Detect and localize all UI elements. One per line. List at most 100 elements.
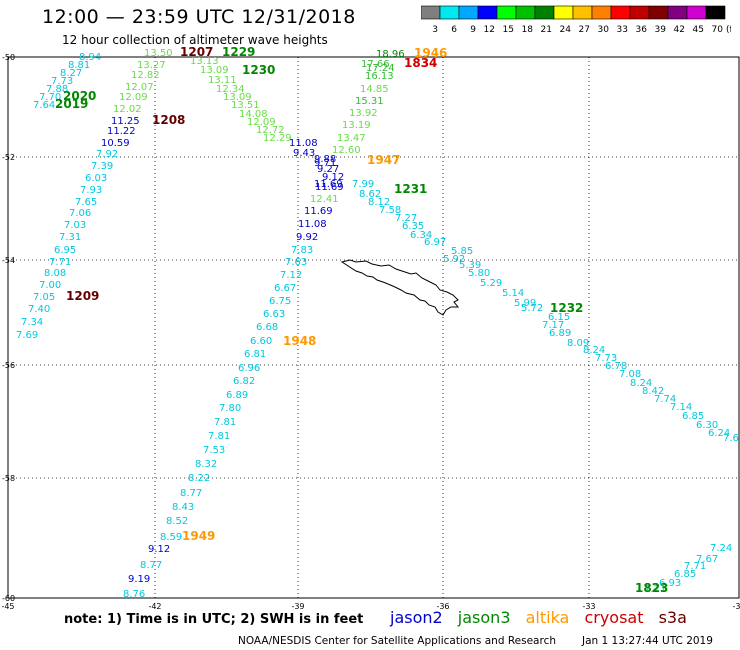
lon-tick-label: -45 — [1, 602, 14, 610]
wave-height-label: 7.00 — [39, 280, 61, 291]
time-label: 1948 — [283, 334, 316, 348]
time-label: 1834 — [404, 56, 437, 70]
wave-height-label: 7.63 — [285, 257, 307, 268]
wave-height-label: 11.69 — [314, 179, 343, 190]
scale-label: 24 — [560, 25, 572, 35]
wave-height-label: 6.15 — [548, 312, 570, 323]
wave-height-label: 8.24 — [630, 378, 652, 389]
wave-height-label: 7.31 — [59, 232, 81, 243]
lat-tick-label: -54 — [2, 256, 15, 265]
footer-note: note: 1) Time is in UTC; 2) SWH is in fe… — [64, 612, 364, 627]
scale-label: 9 — [470, 25, 476, 35]
wave-height-label: 5.29 — [480, 278, 502, 289]
legend-jason3: jason3 — [457, 608, 511, 627]
scale-swatch-70 — [705, 5, 726, 20]
wave-height-label: 7.08 — [619, 369, 641, 380]
wave-height-label: 13.92 — [349, 108, 378, 119]
wave-height-label: 6.89 — [549, 328, 571, 339]
wave-height-label: 6.68 — [256, 322, 278, 333]
wave-height-label: 7.03 — [64, 220, 86, 231]
wave-height-label: 8.76 — [123, 589, 145, 600]
wave-height-label: 8.59 — [160, 532, 182, 543]
wave-height-label: 6.35 — [402, 221, 424, 232]
wave-height-label: 6.81 — [244, 349, 266, 360]
wave-height-label: 12.34 — [216, 84, 245, 95]
wave-height-label: 7.24 — [710, 543, 732, 554]
legend-jason2: jason2 — [390, 608, 443, 627]
wave-height-label: 8.08 — [44, 268, 66, 279]
wave-height-label: 6.24 — [708, 428, 730, 439]
scale-label: 33 — [617, 25, 628, 35]
wave-height-label: 7.17 — [542, 320, 564, 331]
wave-height-label: 7.92 — [96, 149, 118, 160]
wave-height-label: 9.12 — [322, 172, 344, 183]
wave-height-label: 7.81 — [208, 431, 230, 442]
wave-height-label: 8.24 — [583, 345, 605, 356]
wave-height-label: 12.60 — [332, 145, 361, 156]
wave-height-label: 8.22 — [188, 473, 210, 484]
wave-height-label: 11.08 — [298, 219, 327, 230]
wave-height-label: 6.97 — [424, 237, 446, 248]
wave-height-label: 6.63 — [263, 309, 285, 320]
wave-height-label: 7.88 — [46, 84, 68, 95]
wave-height-map: -45 -42 -39 -36 -33 -30 -50 -52 -54 -56 -58 -60 8.94… — [1, 45, 740, 610]
scale-label: 45 — [693, 25, 704, 35]
wave-height-label: 13.19 — [342, 120, 371, 131]
wave-height-label: 14.08 — [239, 109, 268, 120]
wave-height-label: 5.14 — [502, 288, 524, 299]
wave-height-label: 8.12 — [368, 197, 390, 208]
wave-height-label: 13.09 — [223, 92, 252, 103]
wave-height-label: 6.67 — [274, 283, 296, 294]
wave-height-label: 13.47 — [337, 133, 366, 144]
wave-height-label: 7.83 — [291, 245, 313, 256]
satellite-legend: jason2 jason3 altika cryosat s3a — [390, 608, 697, 627]
wave-height-label: 7.05 — [33, 292, 55, 303]
wave-height-label: 6.93 — [659, 578, 681, 589]
wave-height-label: 7.74 — [654, 394, 676, 405]
legend-cryosat: cryosat — [584, 608, 644, 627]
wave-height-label: 11.08 — [289, 138, 318, 149]
time-label: 1946 — [414, 46, 447, 60]
time-label: 1947 — [367, 153, 400, 167]
scale-label: 42 — [674, 25, 685, 35]
lon-tick-label: -36 — [436, 602, 449, 610]
wave-height-label: 8.42 — [642, 386, 664, 397]
wave-height-label: 13.50 — [144, 48, 173, 59]
wave-height-label: 6.03 — [85, 173, 107, 184]
wave-height-label: 14.85 — [360, 84, 389, 95]
scale-label: 70 — [712, 25, 724, 35]
time-label: 2019 — [55, 97, 88, 111]
scale-label: 12 — [484, 25, 495, 35]
lat-tick-label: -52 — [2, 153, 15, 162]
wave-height-label: 17.66 — [361, 59, 390, 70]
wave-height-label: 6.96 — [238, 363, 260, 374]
generated-timestamp: Jan 1 13:27:44 UTC 2019 — [582, 635, 713, 647]
wave-height-label: 7.06 — [69, 208, 91, 219]
scale-label: 3 — [432, 25, 438, 35]
wave-height-label: 7.39 — [91, 161, 113, 172]
wave-height-label: 7.65 — [75, 197, 97, 208]
wave-height-label: 9.71 — [314, 158, 336, 169]
lon-tick-label: -39 — [291, 602, 304, 610]
wave-height-label: 7.70 — [39, 92, 61, 103]
wave-height-label: 5.92 — [443, 254, 465, 265]
wave-height-label: 6.75 — [269, 296, 291, 307]
wave-height-label: 7.64 — [33, 100, 55, 111]
wave-height-label: 5.39 — [459, 260, 481, 271]
time-label: 1232 — [550, 301, 583, 315]
wave-height-label: 6.89 — [226, 390, 248, 401]
wave-height-label: 7.71 — [49, 257, 71, 268]
wave-height-label: 5.85 — [451, 246, 473, 257]
wave-height-label: 12.29 — [263, 133, 292, 144]
wave-height-label: 7.73 — [595, 353, 617, 364]
wave-height-label: 9.27 — [317, 164, 339, 175]
map-subtitle: 12 hour collection of altimeter wave hei… — [62, 33, 328, 47]
wave-height-label: 8.52 — [166, 516, 188, 527]
scale-label: 21 — [541, 25, 552, 35]
wave-height-label: 8.09 — [567, 338, 589, 349]
wave-height-label: 13.13 — [190, 56, 219, 67]
wave-height-label: 7.67 — [696, 554, 718, 565]
wave-height-label: 11.25 — [111, 116, 140, 127]
credit-line: NOAA/NESDIS Center for Satellite Applica… — [238, 635, 556, 647]
wave-height-label: 8.32 — [195, 459, 217, 470]
